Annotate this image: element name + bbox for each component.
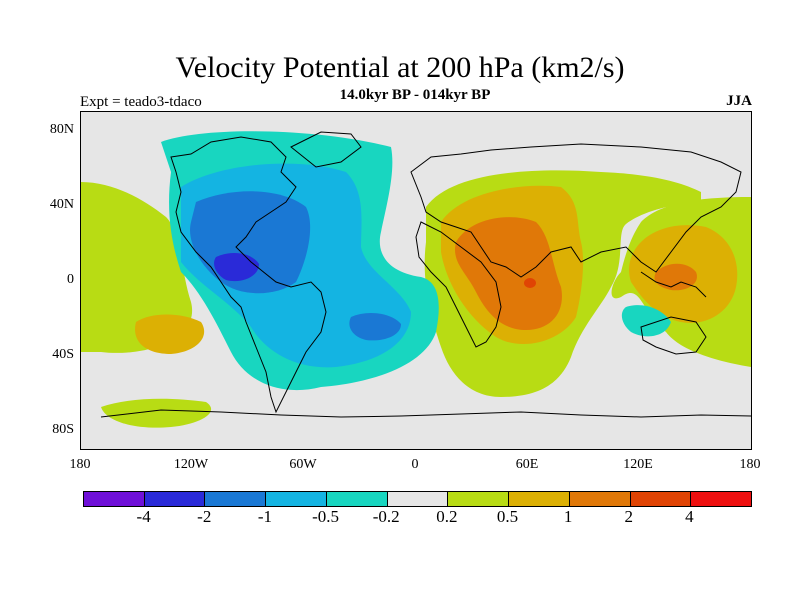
colorbar-swatch-1 [144,492,206,506]
colorbar-label: -2 [197,507,212,526]
colorbar-label: 1 [563,507,573,526]
colorbar-label: 4 [685,507,694,526]
contour-pos-0.2-westpac [81,182,193,353]
colorbar-swatch-10 [691,492,752,506]
colorbar-label: -0.2 [372,507,400,526]
experiment-label: Expt = teado3-tdaco [80,94,202,110]
contour-pos-0.2-south [101,398,212,428]
colorbar-label: 0.2 [436,507,458,526]
lon-label-180w: 180 [69,457,91,472]
lon-label-60e: 60E [515,457,539,472]
colorbar-label: -4 [136,507,151,526]
map-plot [80,111,752,450]
colorbar-label: 0.5 [496,507,519,526]
colorbar-swatch-6 [448,492,510,506]
lon-label-120e: 120E [623,457,653,472]
lat-label-80s: 80S [52,422,74,437]
colorbar-swatch-3 [266,492,327,506]
colorbar-swatch-2 [205,492,267,506]
colorbar-swatch-0 [84,492,145,506]
contour-neg-1-atlantic [349,312,401,341]
lon-label-120w: 120W [173,457,209,472]
colorbar-swatch-8 [569,492,631,506]
colorbar-label: -0.5 [312,507,339,526]
lon-label-180e: 180 [739,457,761,472]
lon-label-60w: 60W [289,457,317,472]
lat-label-0: 0 [67,272,74,287]
colorbar-swatch-5 [387,492,449,506]
colorbar [83,491,752,507]
colorbar-label: 2 [624,507,633,526]
lon-label-0: 0 [411,457,419,472]
season-label: JJA [726,93,752,109]
map-title: Velocity Potential at 200 hPa (km2/s) [175,51,625,84]
map-svg [81,131,751,428]
lat-label-40s: 40S [52,347,74,362]
contour-neg-0.2-sw [621,305,671,337]
lat-label-40n: 40N [49,197,74,212]
contour-pos-0.5-south [135,314,205,354]
coastlines [100,131,751,418]
contour-neg-2 [214,252,259,282]
colorbar-swatch-4 [326,492,388,506]
contour-pos-2-max [524,278,536,288]
contour-pos-1-east [455,217,562,330]
colorbar-label: -1 [257,507,272,526]
map-subtitle: 14.0kyr BP - 014kyr BP [339,87,491,103]
colorbar-swatch-7 [509,492,570,506]
lat-label-80n: 80N [49,122,74,137]
colorbar-swatch-9 [630,492,692,506]
